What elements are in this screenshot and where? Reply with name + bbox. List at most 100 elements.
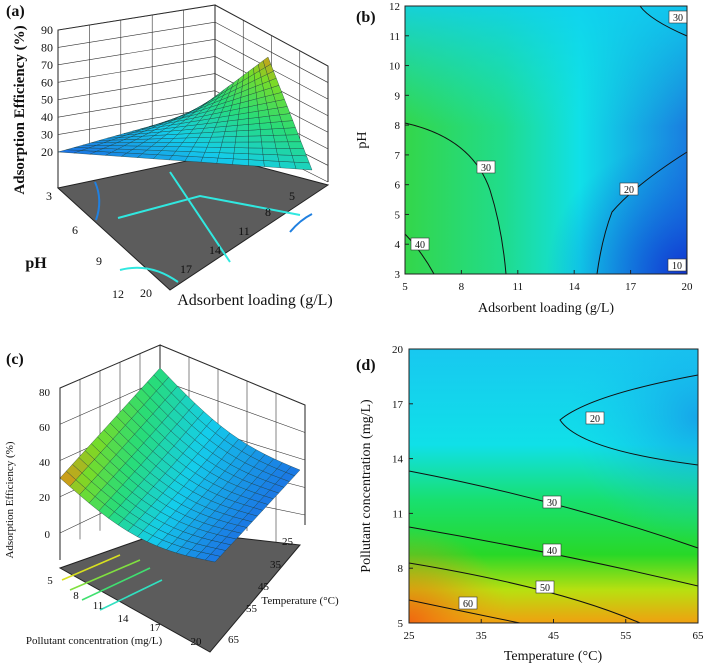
panel-d-x-tick: 25 bbox=[404, 630, 416, 642]
panel-a-surface-cell bbox=[248, 123, 261, 131]
panel-c-x-tick: 5 bbox=[47, 575, 53, 587]
panel-a-surface-cell bbox=[248, 141, 263, 149]
panel-b-contour-label: 20 bbox=[624, 185, 634, 196]
panel-a-z-tick: 30 bbox=[41, 128, 53, 142]
panel-c-x-tick: 11 bbox=[93, 600, 104, 612]
panel-a-surface-cell bbox=[200, 156, 219, 164]
panel-d-y-tick: 5 bbox=[398, 618, 404, 630]
panel-c-y-tick: 35 bbox=[270, 559, 282, 571]
panel-b-y-tick: 12 bbox=[389, 1, 400, 13]
panel-b-x-tick: 5 bbox=[402, 281, 408, 293]
panel-c-z-tick: 0 bbox=[45, 529, 51, 541]
panel-a-surface-cell bbox=[278, 161, 297, 170]
panel-a-surface-cell bbox=[206, 141, 223, 148]
panel-a-surface-cell bbox=[184, 156, 204, 163]
panel-b-contour-label-box bbox=[619, 182, 639, 196]
panel-c-surface-cell bbox=[285, 466, 301, 477]
panel-d-contour-label: 20 bbox=[590, 414, 600, 425]
panel-b-y-tick: 3 bbox=[395, 269, 401, 281]
panel-b-contour-label-box bbox=[410, 237, 430, 251]
panel-c-y-tick: 55 bbox=[246, 603, 258, 615]
panel-a-z-tick: 70 bbox=[41, 58, 53, 72]
panel-a-x-tick: 14 bbox=[209, 243, 221, 257]
panel-b-contour-20 bbox=[596, 151, 688, 275]
panel-c-z-tick: 80 bbox=[39, 387, 51, 399]
panel-a-surface-cell bbox=[248, 147, 264, 155]
panel-a-z-tick: 50 bbox=[41, 93, 53, 107]
panel-d-contour-20 bbox=[559, 374, 699, 466]
panel-d-x-tick: 55 bbox=[620, 630, 632, 642]
panel-d-y-tick: 11 bbox=[392, 508, 403, 520]
panel-a-x-tick: 8 bbox=[265, 205, 271, 219]
panel-b-y-tick: 5 bbox=[395, 209, 401, 221]
panel-b-contour-label: 10 bbox=[672, 261, 682, 272]
panel-a-surface-cell bbox=[261, 141, 277, 149]
panel-a-z-tick: 40 bbox=[41, 110, 53, 124]
panel-a-surface-cell bbox=[262, 154, 280, 162]
panel-a-surface-cell bbox=[192, 142, 210, 148]
panel-a-surface-cell bbox=[248, 129, 262, 137]
panel-c-z-tick: 20 bbox=[39, 492, 51, 504]
panel-a-surface-cell bbox=[270, 121, 285, 130]
panel-c-y-tick: 25 bbox=[282, 536, 294, 548]
panel-a-surface-cell bbox=[259, 122, 273, 130]
panel-a-y-tick: 6 bbox=[72, 223, 78, 237]
panel-a-surface-cell bbox=[277, 154, 295, 163]
panel-a-surface-cell bbox=[223, 130, 237, 137]
panel-a-surface-cell bbox=[222, 136, 237, 143]
panel-c-z-tick: 60 bbox=[39, 422, 51, 434]
panel-a-surface-cell bbox=[285, 134, 302, 142]
panel-b-x-tick: 8 bbox=[459, 281, 465, 293]
panel-a-x-tick: 11 bbox=[238, 224, 250, 238]
panel-d: (d) 20 30 40 50 60 25 35 45 55 65 5 8 11 14 17 20 Tem… bbox=[356, 344, 704, 663]
panel-d-x-tick: 45 bbox=[548, 630, 560, 642]
panel-a-surface-cell bbox=[271, 128, 287, 136]
panel-d-contour-60 bbox=[408, 599, 521, 624]
panel-a-z-tick: 20 bbox=[41, 145, 53, 159]
panel-d-contour-label-box bbox=[535, 580, 555, 594]
panel-b-x-tick: 17 bbox=[625, 281, 637, 293]
panel-c-x-tick: 17 bbox=[150, 622, 162, 634]
panel-a-surface-cell bbox=[219, 147, 235, 154]
panel-a-surface-cell bbox=[283, 127, 299, 136]
panel-a-z-tick: 80 bbox=[41, 40, 53, 54]
panel-b-y-tick: 10 bbox=[389, 61, 401, 73]
panel-c-floor bbox=[58, 529, 301, 653]
panel-a-z-tick: 90 bbox=[41, 23, 53, 37]
panel-c-z-label: Adsorption Efficiency (%) bbox=[4, 441, 16, 558]
panel-b-x-tick: 11 bbox=[513, 281, 524, 293]
panel-a-surface-cell bbox=[235, 130, 249, 137]
panel-d-contour-label: 30 bbox=[547, 498, 557, 509]
panel-a-y-tick: 3 bbox=[46, 189, 52, 203]
panel-b-y-tick: 8 bbox=[395, 120, 401, 132]
panel-a-x-tick: 5 bbox=[289, 189, 295, 203]
panel-c-label: (c) bbox=[6, 351, 24, 368]
panel-a-surface-cell bbox=[234, 141, 249, 149]
panel-c-z-tick: 40 bbox=[39, 457, 51, 469]
panel-a-surface-cell bbox=[275, 148, 293, 156]
panel-b-x-tick: 14 bbox=[569, 281, 581, 293]
panel-d-contour-label-box bbox=[458, 596, 478, 610]
panel-a-surface bbox=[57, 56, 313, 171]
panel-d-contour-label: 50 bbox=[540, 583, 550, 594]
panel-a-surface-cell bbox=[208, 136, 224, 143]
panel-a: (a) 90 80 70 60 50 40 30 20 3 6 9 12 20 17 14 11 8 5 Ad… bbox=[6, 3, 333, 309]
panel-b-y-tick: 6 bbox=[395, 180, 401, 192]
panel-a-surface-cell bbox=[291, 155, 310, 164]
panel-a-x-tick: 20 bbox=[140, 286, 152, 300]
panel-b-contour-label-box bbox=[476, 160, 496, 174]
panel-a-surface-cell bbox=[263, 160, 281, 168]
panel-a-surface-cell bbox=[260, 128, 274, 136]
panel-a-z-tick: 60 bbox=[41, 75, 53, 89]
panel-a-surface-cell bbox=[232, 158, 249, 166]
panel-a-x-tick: 17 bbox=[180, 262, 192, 276]
panel-b-contour-lines bbox=[404, 5, 688, 275]
panel-a-x-label: Adsorbent loading (g/L) bbox=[177, 292, 333, 309]
panel-c-x-tick: 20 bbox=[191, 636, 203, 648]
panel-c-floor-contours bbox=[61, 554, 163, 611]
panel-a-surface-cell bbox=[287, 141, 305, 149]
panel-a-surface-cell bbox=[202, 152, 220, 159]
panel-a-surface-cell bbox=[235, 135, 249, 143]
